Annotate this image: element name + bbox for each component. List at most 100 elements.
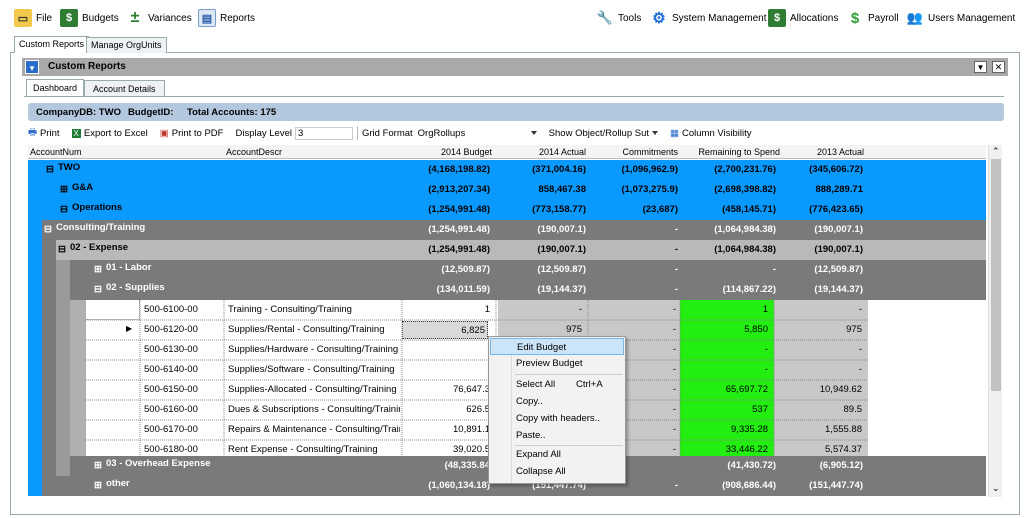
commit-cell[interactable]: - [672,444,676,455]
actual-cell[interactable]: - [578,304,582,315]
panel-dropdown-icon[interactable]: ▼ [974,61,987,73]
actual-cell[interactable]: (12,509.87) [537,264,586,275]
remain-cell[interactable]: (1,064,984.38) [714,224,776,235]
table-row[interactable]: 500-6150-00 Supplies-Allocated - Consult… [86,380,868,400]
table-row[interactable]: 500-6130-00 Supplies/Hardware - Consulti… [86,340,868,360]
group-toggle-icon[interactable]: ⊟ [58,244,66,255]
prior-cell[interactable]: (190,007.1) [814,224,863,235]
remain-cell[interactable]: (1,064,984.38) [714,244,776,255]
budget-cell[interactable]: (48,335.84 [444,460,490,471]
grid-format-select[interactable]: OrgRollups [417,127,466,139]
allocations-menu[interactable]: $ Allocations [768,9,838,27]
menu-item-copy-with-headers[interactable]: Copy with headers.. [516,413,600,424]
commit-cell[interactable]: - [674,284,678,295]
budget-cell[interactable]: 10,891.1 [453,424,490,435]
group-row-operations[interactable]: ⊟ Operations (1,254,991.48) (773,158.77)… [28,200,986,220]
remain-cell[interactable]: 33,446.22 [725,444,768,455]
group-row-labor[interactable]: ⊞ 01 - Labor (12,509.87) (12,509.87) - -… [70,260,986,280]
print-button[interactable]: 🖶 Print [28,125,60,141]
account-descr[interactable]: Supplies/Hardware - Consulting/Training [228,344,399,355]
commit-cell[interactable]: - [674,480,678,491]
commit-cell[interactable]: (23,687) [642,204,678,215]
print-pdf-button[interactable]: ▣ Print to PDF [160,128,224,139]
budget-cell[interactable]: 1 [484,304,490,315]
group-toggle-icon[interactable]: ⊟ [44,224,52,235]
actual-cell[interactable]: 975 [566,324,582,335]
display-level-select[interactable]: 3 [294,126,353,140]
prior-cell[interactable]: - [858,344,862,355]
grid-format[interactable]: Grid Format OrgRollups [362,128,537,139]
budget-cell[interactable]: (12,509.87) [441,264,490,275]
remain-cell[interactable]: (114,867.22) [722,284,776,295]
actual-cell[interactable]: 858,467.38 [538,184,586,195]
account-descr[interactable]: Supplies/Software - Consulting/Training [228,364,395,375]
account-num[interactable]: 500-6100-00 [144,304,198,315]
export-excel-button[interactable]: X Export to Excel [71,128,148,139]
prior-cell[interactable]: 888,289.71 [815,184,863,195]
remain-cell[interactable]: (41,430.72) [727,460,776,471]
remain-cell[interactable]: 537 [752,404,768,415]
group-toggle-icon[interactable]: ⊞ [60,184,68,195]
budget-cell[interactable]: (1,254,991.48) [428,204,490,215]
remain-cell[interactable]: - [764,344,768,355]
account-descr[interactable]: Dues & Subscriptions - Consulting/Traini… [228,404,400,415]
account-num[interactable]: 500-6130-00 [144,344,198,355]
actual-cell[interactable]: (151,447.74) [532,480,586,491]
account-num[interactable]: 500-6180-00 [144,444,198,455]
tab-dashboard[interactable]: Dashboard [26,79,85,96]
table-row-selected[interactable]: ▶ 500-6120-00 Supplies/Rental - Consulti… [86,320,868,340]
show-object-chevron-icon[interactable] [652,131,659,135]
account-num[interactable]: 500-6140-00 [144,364,198,375]
account-num[interactable]: 500-6160-00 [144,404,198,415]
commit-cell[interactable]: - [672,424,676,435]
account-descr[interactable]: Repairs & Maintenance - Consulting/Train [228,424,400,435]
budget-cell[interactable]: 39,020.5 [453,444,490,455]
variances-menu[interactable]: ± Variances [126,9,192,27]
actual-cell[interactable]: (190,007.1) [537,244,586,255]
menu-item-copy[interactable]: Copy.. [516,396,543,407]
commit-cell[interactable]: - [672,344,676,355]
prior-cell[interactable]: (776,423.65) [809,204,863,215]
account-descr[interactable]: Supplies/Rental - Consulting/Training [228,324,385,335]
prior-cell[interactable]: 1,555.88 [825,424,862,435]
account-num[interactable]: 500-6120-00 [144,324,198,335]
group-row-expense[interactable]: ⊟ 02 - Expense (1,254,991.48) (190,007.1… [56,240,986,260]
remain-cell[interactable]: - [764,364,768,375]
remain-cell[interactable]: (908,686.44) [722,480,776,491]
prior-cell[interactable]: (6,905.12) [819,460,863,471]
menu-item-edit-budget[interactable]: Edit Budget [490,338,624,355]
commit-cell[interactable]: - [674,224,678,235]
menu-item-select-all[interactable]: Select All Ctrl+A [490,376,624,393]
actual-cell[interactable]: (190,007.1) [537,224,586,235]
remain-cell[interactable]: - [772,264,776,275]
tools-menu[interactable]: 🔧 Tools [596,9,641,27]
account-descr[interactable]: Training - Consulting/Training [228,304,352,315]
show-object-rollup[interactable]: Show Object/Rollup Sut [549,128,659,139]
commit-cell[interactable]: - [674,264,678,275]
scroll-up-icon[interactable]: ⌃ [992,146,1000,156]
commit-cell[interactable]: - [672,304,676,315]
budgets-menu[interactable]: $ Budgets [60,9,119,27]
account-num[interactable]: 500-6150-00 [144,384,198,395]
budget-cell[interactable]: (2,913,207.34) [428,184,490,195]
menu-item-paste[interactable]: Paste.. [516,430,546,441]
vertical-scrollbar[interactable]: ⌃ ⌄ [988,145,1002,497]
remain-cell[interactable]: 65,697.72 [725,384,768,395]
commit-cell[interactable]: (1,096,962.9) [621,164,678,175]
group-toggle-icon[interactable]: ⊟ [94,284,102,295]
group-row-other[interactable]: ⊞ other (1,060,134.18) (151,447.74) - (9… [56,476,986,496]
prior-cell[interactable]: (19,144.37) [814,284,863,295]
panel-close-icon[interactable]: ✕ [992,61,1005,73]
menu-item-collapse-all[interactable]: Collapse All [516,466,566,477]
prior-cell[interactable]: - [858,364,862,375]
commit-cell[interactable]: - [672,364,676,375]
tab-account-details[interactable]: Account Details [84,80,165,96]
table-row[interactable]: 500-6180-00 Rent Expense - Consulting/Tr… [86,440,868,460]
grid-format-chevron-icon[interactable] [530,131,537,135]
users-management-menu[interactable]: 👥 Users Management [906,9,1015,27]
budget-cell[interactable]: 76,647.3 [453,384,490,395]
remain-cell[interactable]: (2,700,231.76) [714,164,776,175]
remain-cell[interactable]: 1 [762,304,768,315]
col-header-remaining[interactable]: Remaining to Spend [698,147,780,157]
prior-cell[interactable]: (345,606.72) [809,164,863,175]
